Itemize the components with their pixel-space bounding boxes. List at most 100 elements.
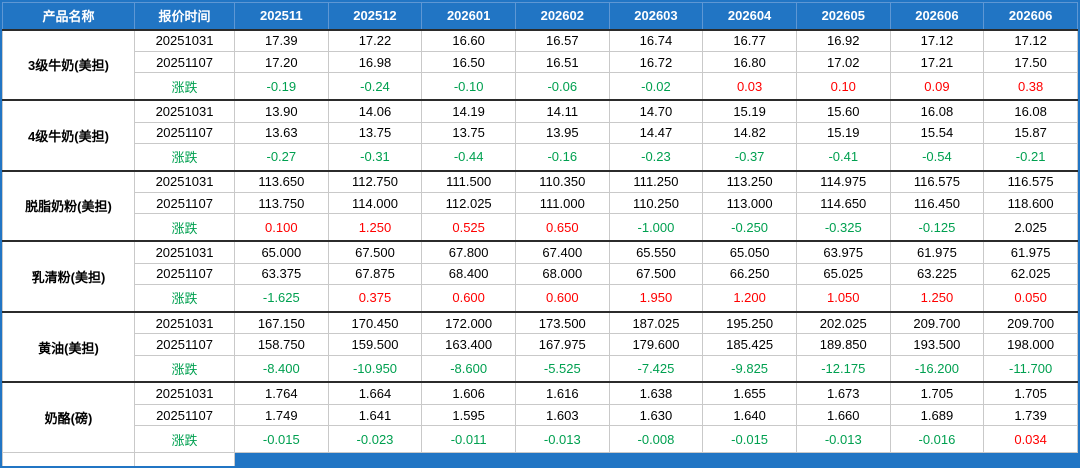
change-value-cell: -12.175 [795, 354, 891, 383]
table-row: 涨跌 -8.400 -10.950 -8.600 -5.525 -7.425 -9.825-… [3, 354, 1078, 383]
change-value-cell: -0.16 [514, 142, 610, 172]
change-value-cell: -16.200 [889, 354, 985, 383]
price-value-cell: 1.640 [702, 403, 797, 427]
price-value-cell: 65.550 [608, 240, 704, 264]
change-value-cell: 0.650 [514, 213, 610, 242]
quote-date-cell: 20251031 [134, 381, 235, 405]
price-value-cell: 16.08 [889, 99, 985, 123]
change-value-cell: -0.10 [421, 72, 516, 101]
quote-date-cell: 20251031 [134, 99, 235, 123]
price-value-cell: 13.75 [421, 121, 516, 144]
change-value-cell: -5.525 [514, 354, 610, 383]
table-footer [2, 452, 1078, 466]
change-value-cell: -0.013 [795, 425, 891, 453]
change-value-cell: -0.023 [327, 425, 423, 453]
change-row-label: 涨跌 [134, 425, 235, 453]
change-value-cell: -7.425 [608, 354, 704, 383]
table-row: 涨跌 -0.27 -0.31 -0.44 -0.16 -0.23 -0.37 -0.41 -0.… [3, 142, 1078, 172]
change-value-cell: -0.27 [234, 142, 329, 172]
price-value-cell: 112.025 [421, 192, 516, 215]
price-value-cell: 209.700 [889, 310, 985, 335]
price-value-cell: 13.90 [234, 99, 329, 123]
quote-date-cell: 20251107 [134, 403, 235, 427]
change-value-cell: -0.016 [889, 425, 985, 453]
partial-blank-cell [2, 452, 135, 466]
change-value-cell: -0.37 [702, 142, 797, 172]
change-value-cell: 0.03 [702, 72, 797, 101]
change-value-cell: 0.050 [983, 284, 1078, 313]
change-value-cell: 0.525 [421, 213, 516, 242]
col-header-quote-time: 报价时间 [134, 2, 235, 30]
price-value-cell: 16.50 [421, 50, 516, 74]
price-value-cell: 17.39 [234, 28, 329, 52]
price-value-cell: 114.975 [795, 169, 891, 194]
change-value-cell: -9.825 [702, 354, 797, 383]
price-value-cell: 17.22 [327, 28, 423, 52]
price-value-cell: 193.500 [889, 333, 985, 356]
price-value-cell: 15.19 [702, 99, 797, 123]
price-value-cell: 1.606 [421, 381, 516, 405]
table-body: 3级牛奶(美担) 20251031 17.39 17.22 16.60 16.57 16.7… [2, 28, 1078, 454]
price-value-cell: 67.400 [514, 240, 610, 264]
partial-header-strip [234, 452, 1078, 466]
price-value-cell: 63.225 [889, 262, 985, 286]
table-row: 涨跌 -0.19 -0.24 -0.10 -0.06 -0.02 0.03 0.10 0.09 0… [3, 72, 1078, 101]
change-row-label: 涨跌 [134, 354, 235, 383]
col-header-contract-month: 202602 [514, 2, 610, 30]
price-value-cell: 61.975 [983, 240, 1078, 264]
price-value-cell: 68.000 [514, 262, 610, 286]
price-value-cell: 63.975 [795, 240, 891, 264]
change-value-cell: -0.013 [514, 425, 610, 453]
product-name-cell: 乳清粉(美担) [2, 240, 135, 313]
change-row-label: 涨跌 [134, 284, 235, 313]
change-value-cell: -0.06 [514, 72, 610, 101]
product-name-cell: 脱脂奶粉(美担) [2, 169, 135, 242]
price-value-cell: 61.975 [889, 240, 985, 264]
price-value-cell: 67.800 [421, 240, 516, 264]
price-value-cell: 14.11 [514, 99, 610, 123]
price-value-cell: 67.500 [608, 262, 704, 286]
price-value-cell: 116.575 [889, 169, 985, 194]
price-value-cell: 116.450 [889, 192, 985, 215]
price-value-cell: 16.57 [514, 28, 610, 52]
price-value-cell: 16.51 [514, 50, 610, 74]
price-value-cell: 187.025 [608, 310, 704, 335]
table-row: 20251107 113.750 114.000 112.025 111.000 110.… [3, 192, 1078, 215]
change-value-cell: 0.375 [327, 284, 423, 313]
col-header-contract-month: 202606 [889, 2, 985, 30]
price-value-cell: 110.250 [608, 192, 704, 215]
price-value-cell: 67.875 [327, 262, 423, 286]
col-header-contract-month: 202606 [983, 2, 1078, 30]
price-value-cell: 1.764 [234, 381, 329, 405]
table-row: 脱脂奶粉(美担) 20251031 113.650 112.750 111.500 110… [2, 169, 1078, 242]
change-row-label: 涨跌 [134, 72, 235, 101]
price-value-cell: 1.638 [608, 381, 704, 405]
change-value-cell: -0.31 [327, 142, 423, 172]
change-value-cell: -0.44 [421, 142, 516, 172]
price-value-cell: 14.19 [421, 99, 516, 123]
price-value-cell: 1.739 [983, 403, 1078, 427]
price-value-cell: 14.06 [327, 99, 423, 123]
quote-date-cell: 20251031 [134, 310, 235, 335]
change-value-cell: -0.23 [608, 142, 704, 172]
price-value-cell: 1.689 [889, 403, 985, 427]
change-value-cell: 0.09 [889, 72, 985, 101]
quote-date-cell: 20251107 [134, 333, 235, 356]
change-value-cell: -0.21 [983, 142, 1078, 172]
price-value-cell: 159.500 [327, 333, 423, 356]
price-value-cell: 68.400 [421, 262, 516, 286]
change-value-cell: -10.950 [327, 354, 423, 383]
change-value-cell: -0.19 [234, 72, 329, 101]
change-value-cell: -1.000 [608, 213, 704, 242]
price-value-cell: 16.92 [795, 28, 891, 52]
price-value-cell: 111.250 [608, 169, 704, 194]
change-value-cell: -11.700 [983, 354, 1078, 383]
change-value-cell: -0.011 [421, 425, 516, 453]
quote-date-cell: 20251107 [134, 50, 235, 74]
price-value-cell: 167.150 [234, 310, 329, 335]
product-name-cell: 黄油(美担) [2, 310, 135, 383]
price-value-cell: 1.705 [889, 381, 985, 405]
change-value-cell: -8.600 [421, 354, 516, 383]
table-row: 20251107 1.749 1.641 1.595 1.603 1.630 1.640 1.… [3, 403, 1078, 427]
